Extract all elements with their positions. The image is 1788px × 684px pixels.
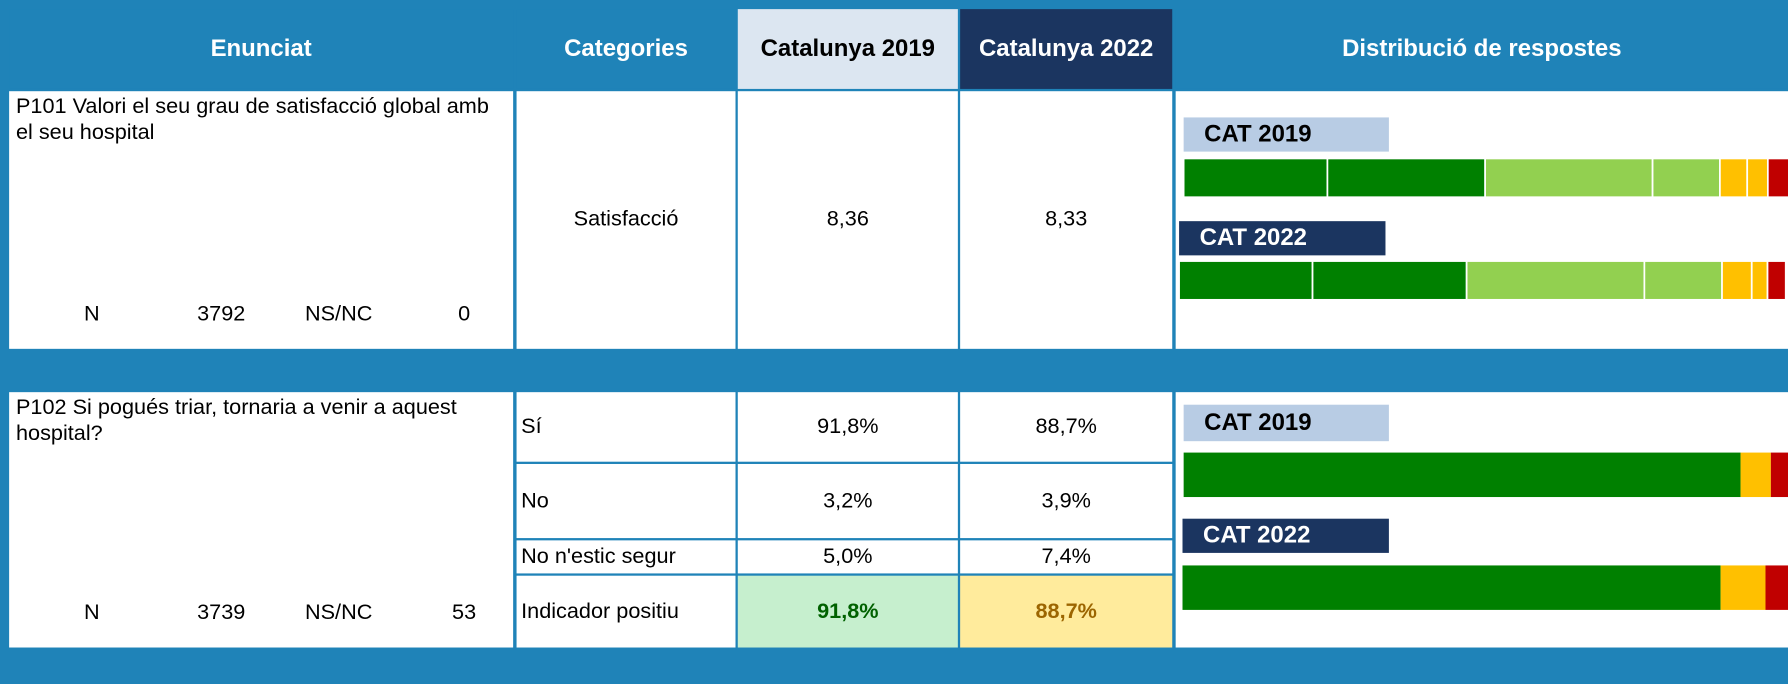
category-cell: No [516, 463, 736, 539]
value-2019: 91,8% [737, 575, 958, 648]
n-nsnc-label: NS/NC [304, 302, 373, 327]
value-2022: 7,4% [960, 540, 1173, 574]
n-nsnc-label: NS/NC [304, 600, 373, 625]
category-cell: No n'estic segur [516, 540, 736, 574]
n-nsnc: 0 [458, 302, 471, 327]
value-2019: 8,36 [737, 91, 958, 349]
value-2022: 3,9% [960, 463, 1173, 539]
category-cell: Sí [516, 392, 736, 462]
category-cell: Satisfacció [516, 91, 736, 349]
chart-label: CAT 2022 [1179, 221, 1386, 256]
question-cell: P101 Valori el seu grau de satisfacció g… [9, 91, 514, 349]
header-enunciat: Enunciat [9, 9, 514, 89]
chart-label: CAT 2019 [1183, 117, 1389, 152]
value-2022: 88,7% [960, 575, 1173, 648]
n-nsnc: 53 [452, 600, 477, 625]
header-cat2022: Catalunya 2022 [960, 9, 1173, 89]
value-2022: 8,33 [960, 91, 1173, 349]
header-distribucio: Distribució de respostes [1175, 9, 1788, 89]
n-n: 3739 [197, 600, 246, 625]
header-cat2019: Catalunya 2019 [737, 9, 958, 89]
category-cell: Indicador positiu [516, 575, 736, 648]
question-text: P102 Si pogués triar, tornaria a venir a… [15, 395, 457, 446]
value-2019: 91,8% [737, 392, 958, 462]
n-n: 3792 [197, 302, 246, 327]
n-n-label: N [83, 302, 100, 327]
value-2019: 3,2% [737, 463, 958, 539]
header-categories: Categories [516, 9, 736, 89]
value-2022: 88,7% [960, 392, 1173, 462]
question-text: P101 Valori el seu grau de satisfacció g… [15, 94, 489, 145]
value-2019: 5,0% [737, 540, 958, 574]
chart-label: CAT 2022 [1182, 518, 1389, 553]
question-cell: P102 Si pogués triar, tornaria a venir a… [9, 392, 514, 648]
chart-label: CAT 2019 [1183, 404, 1389, 442]
n-n-label: N [83, 600, 100, 625]
